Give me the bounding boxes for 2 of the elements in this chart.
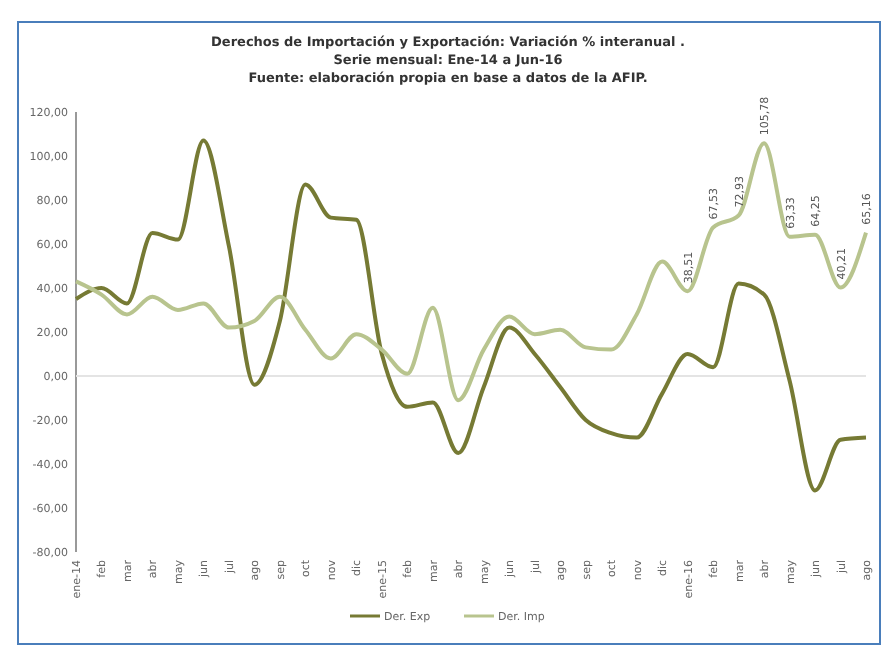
line-series	[74, 138, 868, 493]
line-series	[74, 141, 868, 403]
